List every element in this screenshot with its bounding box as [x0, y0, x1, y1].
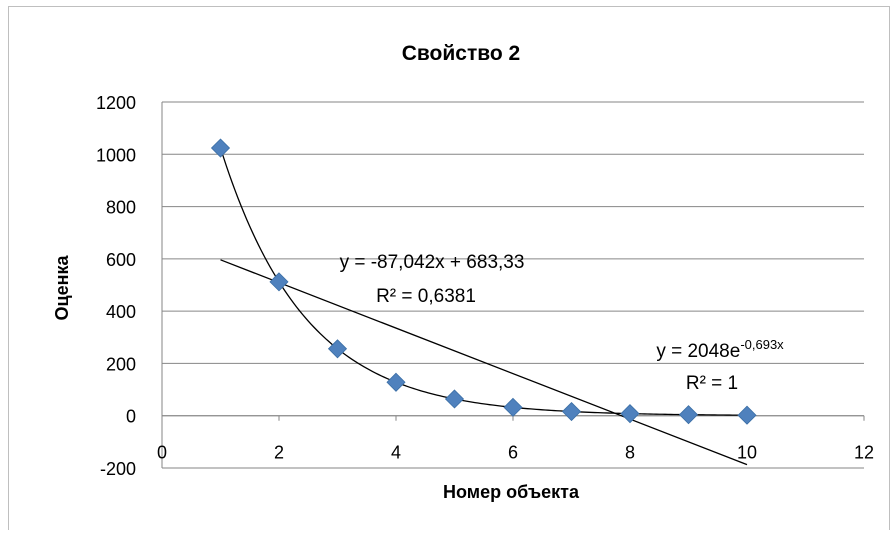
x-tick-label-2: 4 [391, 443, 401, 463]
data-point-7 [561, 401, 582, 422]
x-tick-label-0: 0 [157, 443, 167, 463]
data-point-5 [444, 389, 465, 409]
linear-trend-r2: R² = 0,6381 [376, 286, 476, 307]
x-tick-labels: 0 2 4 6 8 10 12 [157, 443, 874, 463]
y-tick-label-1: 0 [126, 407, 136, 427]
exp-trend-equation: y = 2048e-0,693x [656, 337, 784, 362]
linear-trend-equation: y = -87,042x + 683,33 [340, 252, 525, 273]
chart-title: Свойство 2 [402, 42, 520, 65]
y-tick-label-7: 1200 [96, 93, 136, 113]
x-tick-label-4: 8 [625, 443, 635, 463]
data-point-1 [210, 138, 231, 158]
y-tick-label-0: -200 [100, 459, 136, 479]
x-tick-label-5: 10 [737, 443, 757, 463]
x-tick-label-3: 6 [508, 443, 518, 463]
y-tick-label-5: 800 [106, 198, 136, 218]
chart-frame [8, 6, 890, 530]
y-tick-label-6: 1000 [96, 145, 136, 165]
exp-trend-equation-exponent: -0,693x [740, 337, 784, 352]
grid-lines [161, 101, 865, 469]
data-points [210, 138, 757, 425]
exp-trend-equation-base: y = 2048e [656, 341, 740, 362]
data-point-3 [327, 339, 348, 359]
linear-trendline [220, 259, 748, 466]
data-point-9 [678, 405, 699, 425]
data-point-8 [620, 404, 640, 424]
y-axis-label: Оценка [52, 255, 72, 321]
x-axis-label: Номер объекта [443, 482, 580, 502]
y-tick-label-3: 400 [106, 302, 136, 322]
x-tick-label-1: 2 [274, 443, 284, 463]
y-tick-label-2: 200 [106, 354, 136, 374]
trendlines [219, 147, 748, 466]
data-point-4 [386, 372, 406, 392]
exponential-trendline [219, 147, 748, 416]
exp-trend-r2: R² = 1 [686, 373, 738, 394]
data-point-6 [503, 397, 523, 417]
y-tick-labels: -200 0 200 400 600 800 1000 1200 [96, 93, 136, 479]
x-tick-label-6: 12 [854, 443, 874, 463]
y-tick-label-4: 600 [106, 250, 136, 270]
data-point-2 [269, 272, 289, 292]
data-point-10 [737, 405, 757, 425]
